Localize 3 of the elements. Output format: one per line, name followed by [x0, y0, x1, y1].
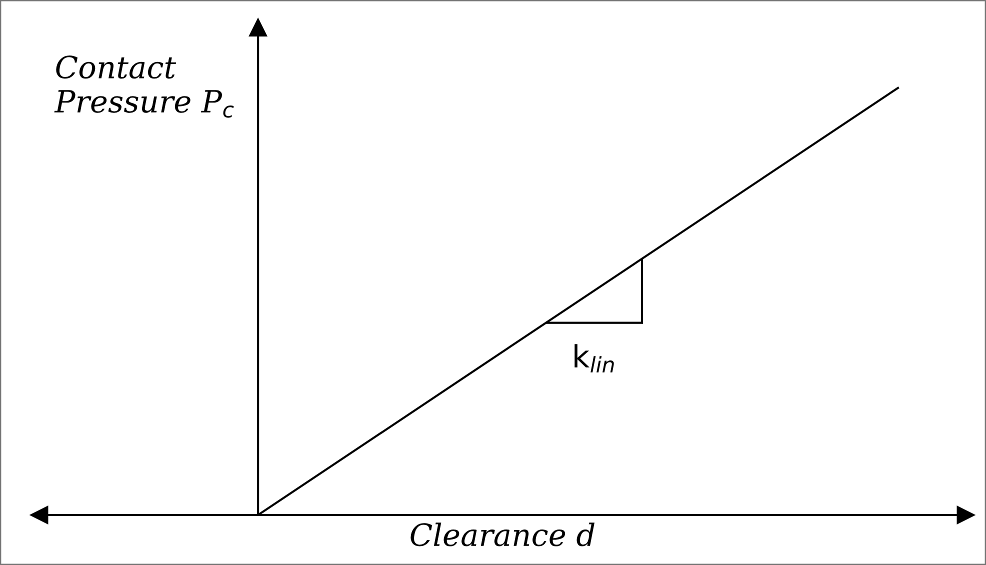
- annotation: k$_{lin}$: [574, 344, 614, 372]
- y-axis-title: Contact Pressure P$_{c}$: [54, 56, 234, 118]
- x-axis-title: Clearance d: [410, 522, 594, 546]
